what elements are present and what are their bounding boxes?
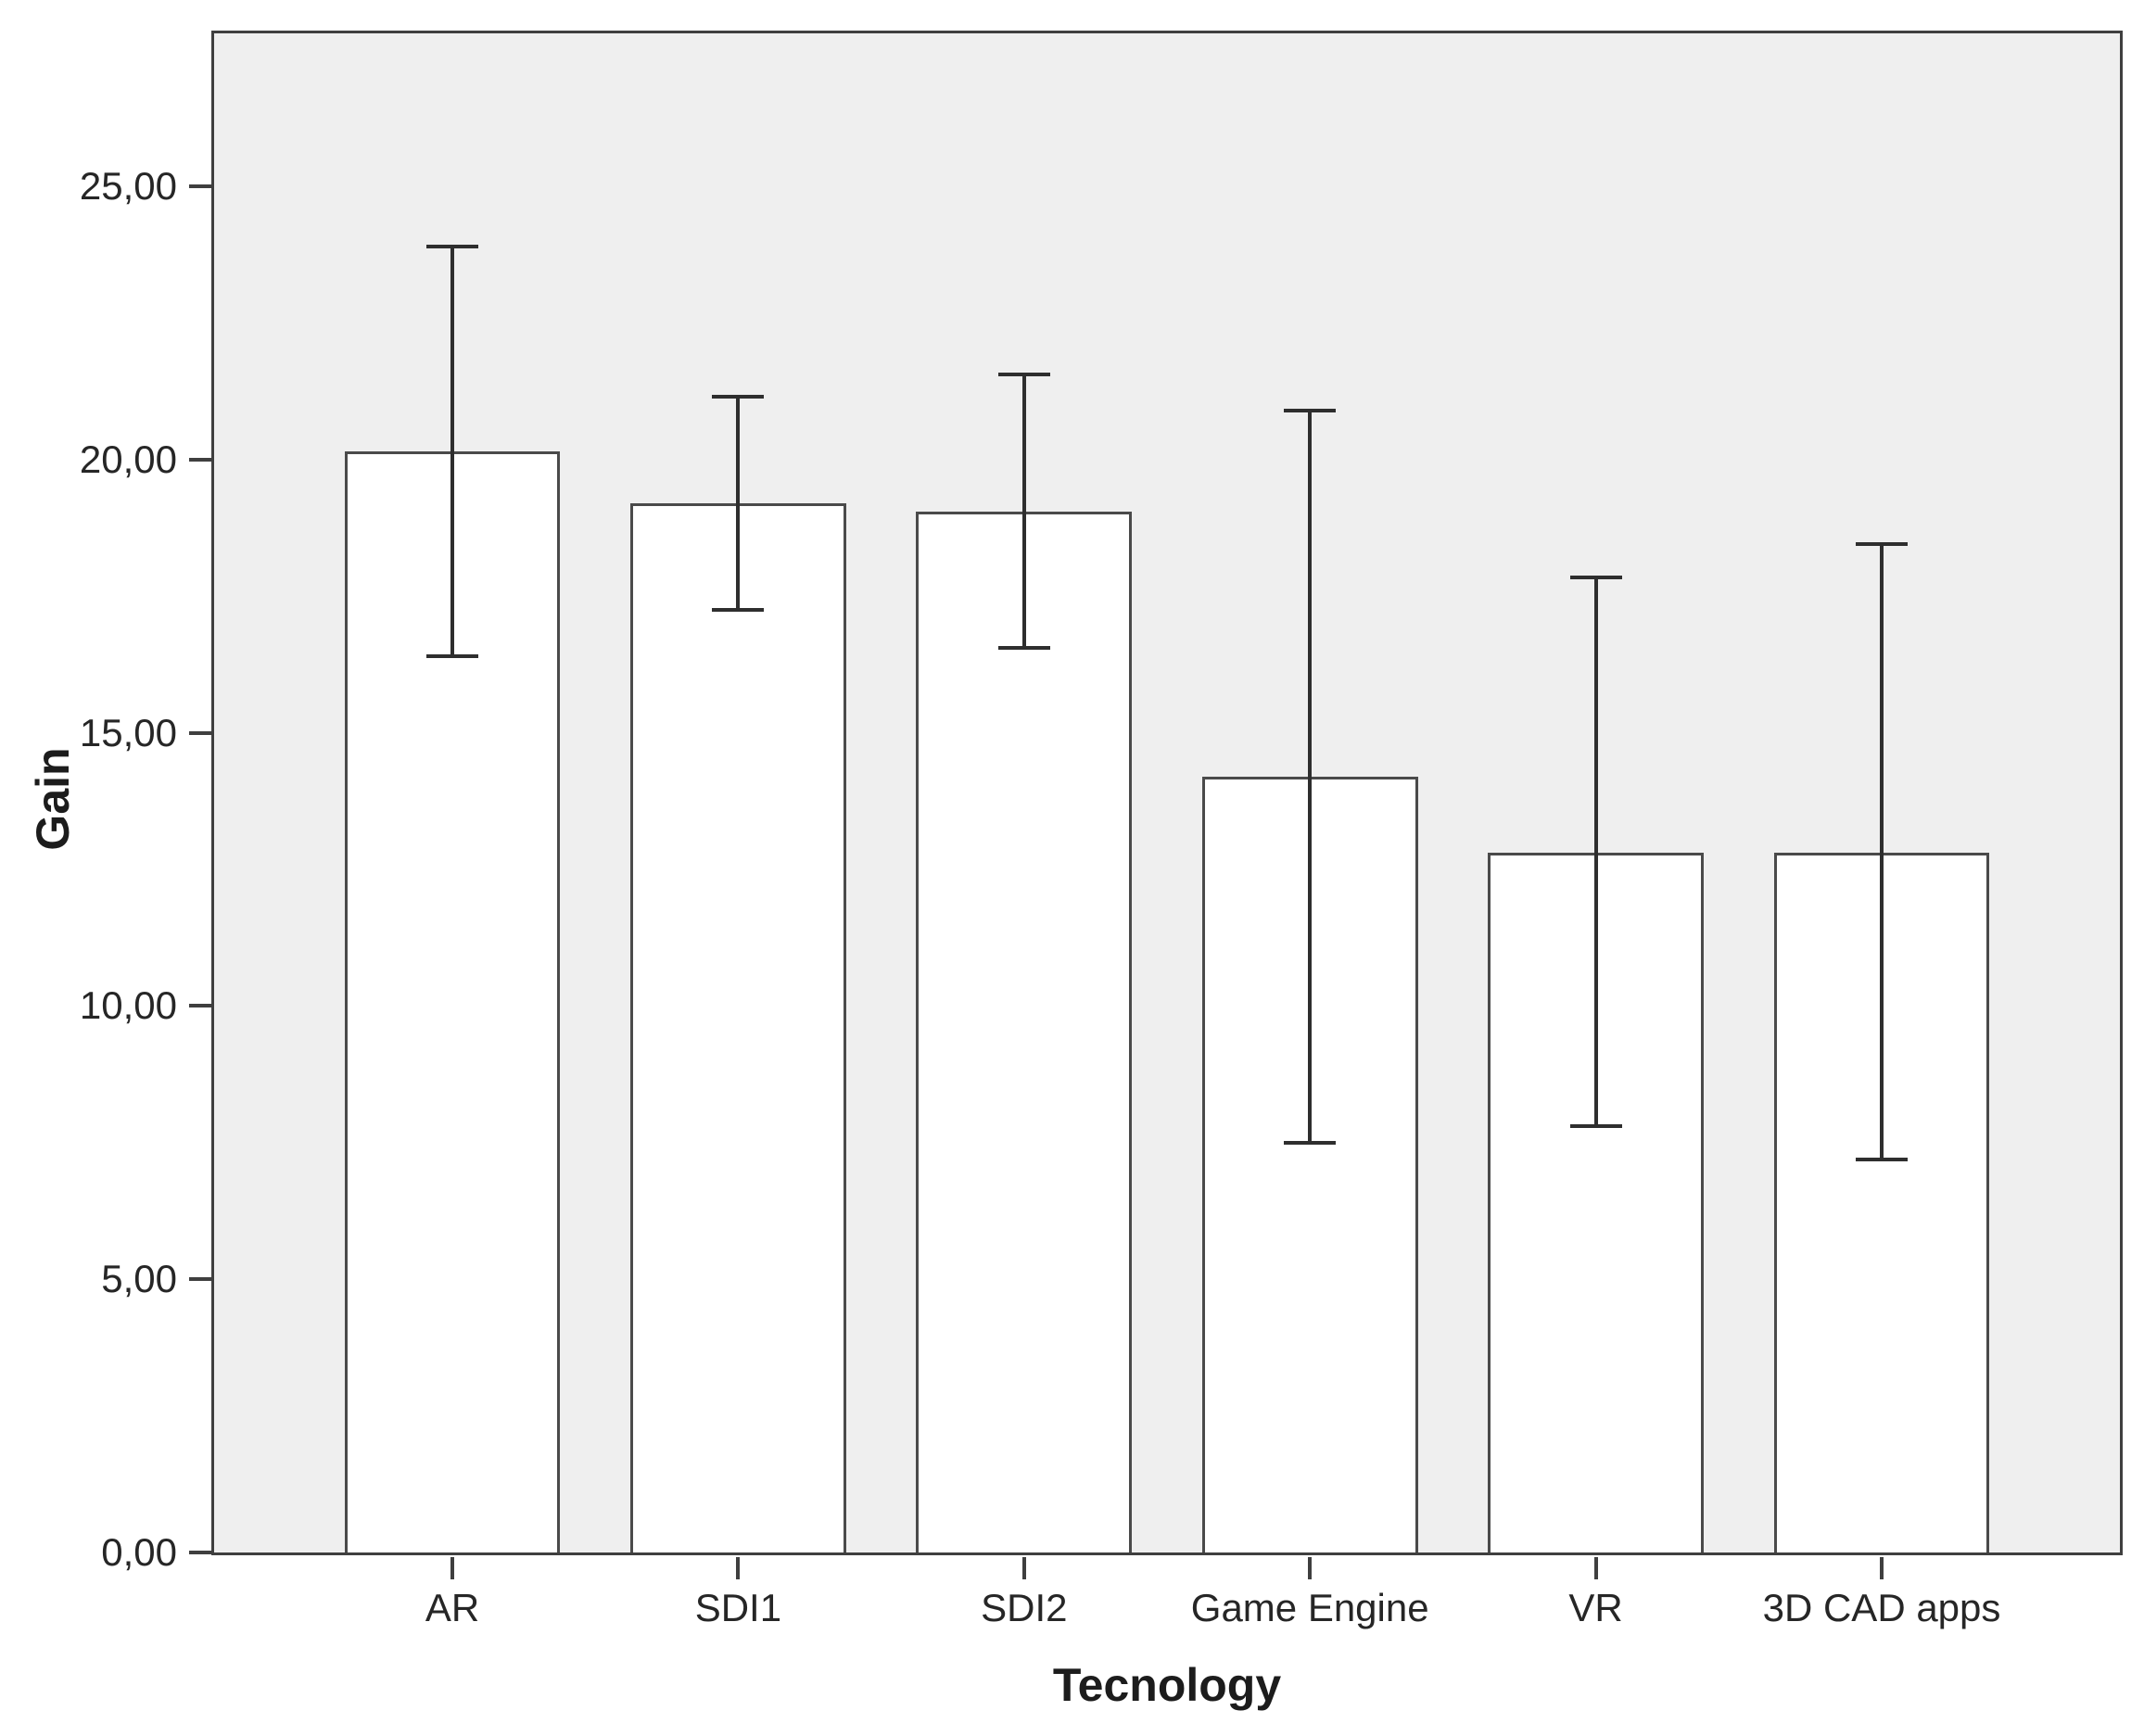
y-tick	[189, 730, 211, 735]
y-tick	[189, 1004, 211, 1008]
error-bar-cap-bottom	[1856, 1157, 1908, 1161]
error-bar-line	[1021, 374, 1026, 649]
y-tick-label: 25,00	[79, 164, 177, 209]
error-bar-line	[450, 246, 454, 657]
x-category-label: SDI2	[981, 1586, 1068, 1629]
plot-area: 0,00 5,00 10,00 15,00 20,00 25,00 AR SDI1 SDI2 Ga…	[80, 31, 2123, 1629]
x-tick	[736, 1557, 741, 1579]
error-bar-cap-top	[1284, 408, 1337, 412]
error-bar-cap-bottom	[1569, 1124, 1622, 1129]
x-category-label: SDI1	[694, 1586, 782, 1629]
error-bar-cap-bottom	[426, 654, 478, 659]
error-bar-cap-top	[1856, 542, 1908, 547]
y-tick-label: 20,00	[79, 437, 177, 481]
bar	[629, 503, 846, 1552]
x-category-label: AR	[425, 1586, 480, 1629]
error-bar-cap-top	[426, 244, 478, 248]
x-tick	[1308, 1557, 1313, 1579]
error-bar-line	[1880, 544, 1884, 1159]
error-bar-line	[1593, 577, 1598, 1127]
y-tick	[189, 1551, 211, 1554]
y-tick	[189, 184, 211, 189]
x-category-label: Game Engine	[1190, 1586, 1429, 1629]
x-axis-title: Tecnology	[1052, 1659, 1282, 1711]
y-tick	[189, 457, 211, 462]
error-bar-cap-bottom	[1284, 1140, 1337, 1145]
x-tick	[1593, 1557, 1598, 1579]
error-bar-cap-bottom	[712, 607, 765, 612]
x-tick	[1021, 1557, 1026, 1579]
y-tick-label: 15,00	[79, 710, 177, 754]
y-axis-title: Gain	[27, 747, 79, 851]
y-tick	[189, 1277, 211, 1282]
x-tick	[1880, 1557, 1884, 1579]
x-tick	[450, 1557, 454, 1579]
y-tick-label: 5,00	[101, 1257, 177, 1301]
x-category-label: VR	[1568, 1586, 1623, 1629]
y-tick-label: 0,00	[101, 1530, 177, 1574]
x-category-label: 3D CAD apps	[1762, 1586, 2001, 1629]
error-bar-cap-bottom	[997, 646, 1050, 651]
error-bar-cap-top	[712, 395, 765, 399]
error-bar-cap-top	[1569, 575, 1622, 579]
bar	[916, 511, 1133, 1552]
y-tick-label: 10,00	[79, 983, 177, 1028]
error-bar-line	[736, 397, 741, 610]
error-bar-cap-top	[997, 373, 1050, 377]
error-bar-line	[1308, 410, 1313, 1143]
